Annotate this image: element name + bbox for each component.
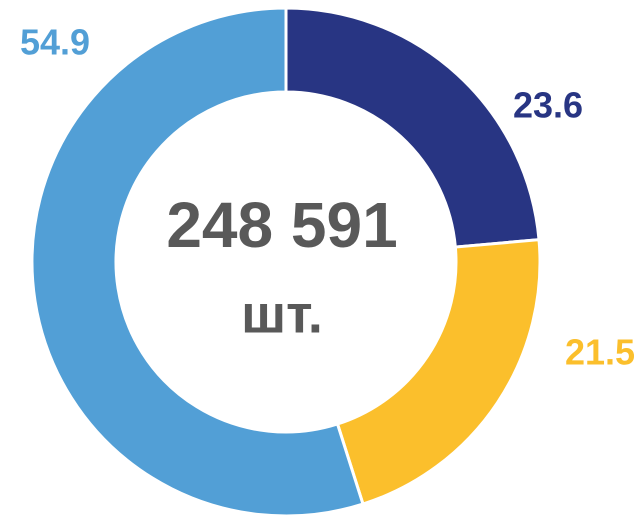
donut-segment — [284, 6, 541, 249]
center-sublabel: шт. — [241, 284, 323, 344]
center-label: 248 591 — [166, 189, 397, 261]
data-label: 23.6 — [513, 85, 583, 126]
donut-segment — [30, 6, 365, 515]
donut-segment — [335, 238, 542, 506]
data-label: 21.5 — [565, 332, 635, 373]
data-label: 54.9 — [20, 22, 90, 63]
